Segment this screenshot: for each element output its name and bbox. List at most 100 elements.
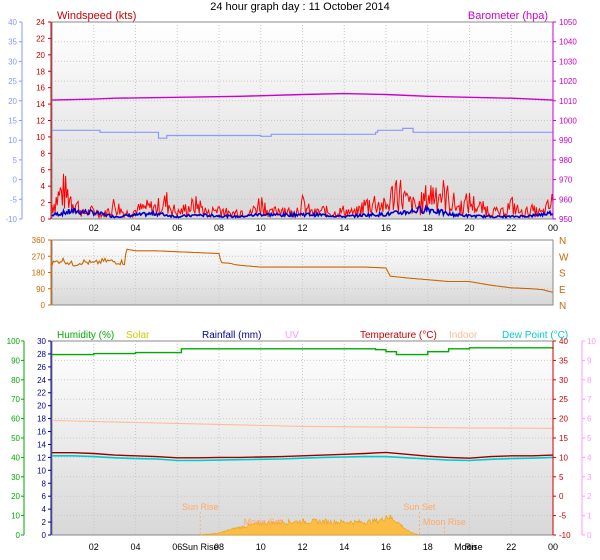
temperature-panel-x-tick-label: 02 xyxy=(89,542,99,552)
temperature-tick-label: 10 xyxy=(559,453,568,462)
rainfall-tick-label: 2 xyxy=(42,518,47,527)
rainfall-tick-label: 4 xyxy=(42,505,47,514)
dewpoint-series-line xyxy=(52,455,554,462)
sun-moon-label: Sun Rise xyxy=(182,502,219,512)
windspeed-label: Windspeed (kts) xyxy=(57,10,136,22)
wind-panel-x-tick-label: 08 xyxy=(214,223,224,233)
humidity-tick-label: 50 xyxy=(11,434,20,443)
rainfall-tick-label: 20 xyxy=(37,402,46,411)
direction-tick-label: 270 xyxy=(32,252,46,261)
barometer-tick-label: 1050 xyxy=(559,18,577,27)
temperature-panel-x-tick-label: 06 xyxy=(172,542,182,552)
temperature-tick-label: 0 xyxy=(559,492,564,501)
rainfall-tick-label: 28 xyxy=(37,350,46,359)
wind-outer-tick-label: 25 xyxy=(8,77,17,86)
barometer-tick-label: 1040 xyxy=(559,38,577,47)
wind-panel-x-tick-label: 04 xyxy=(130,223,140,233)
humidity-series-line xyxy=(52,347,554,356)
wind-blue-series-line xyxy=(52,127,553,139)
barometer-tick-label: 1020 xyxy=(559,77,577,86)
temperature-series-line xyxy=(52,451,554,459)
wind-kts-tick-label: 18 xyxy=(36,67,45,76)
wind-panel-x-tick-label: 00 xyxy=(548,223,558,233)
temperature-panel-x-tick-label: 00 xyxy=(548,542,558,552)
windspeed-gust-series-line xyxy=(51,173,554,220)
humidity-tick-label: 80 xyxy=(11,376,20,385)
rainfall-tick-label: 18 xyxy=(37,415,46,424)
barometer-tick-label: 970 xyxy=(559,176,573,185)
wind-panel-x-tick-label: 14 xyxy=(339,223,349,233)
compass-label: W xyxy=(559,252,569,263)
wind-panel-x-tick-label: 10 xyxy=(256,223,266,233)
uv-tick-label: 2 xyxy=(587,492,592,501)
compass-label: N xyxy=(559,236,566,247)
temperature-panel-x-tick-label: 16 xyxy=(381,542,391,552)
rainfall-tick-label: 24 xyxy=(37,376,46,385)
wind-outer-tick-label: -10 xyxy=(5,215,17,224)
rainfall-tick-label: 6 xyxy=(42,492,47,501)
wind-kts-tick-label: 14 xyxy=(36,100,45,109)
temperature-tick-label: -10 xyxy=(559,531,571,540)
rainfall-tick-label: 16 xyxy=(37,428,46,437)
temperature-tick-label: -5 xyxy=(559,512,567,521)
humidity-tick-label: 60 xyxy=(11,415,20,424)
rainfall-tick-label: 8 xyxy=(42,479,47,488)
wind-kts-tick-label: 6 xyxy=(41,166,46,175)
compass-label: S xyxy=(559,269,566,280)
solar-label: Solar xyxy=(126,330,150,341)
rainfall-tick-label: 26 xyxy=(37,363,46,372)
barometer-tick-label: 990 xyxy=(559,136,573,145)
humidity-tick-label: 20 xyxy=(11,492,20,501)
uv-tick-label: 3 xyxy=(587,473,592,482)
compass-label: E xyxy=(559,285,566,296)
temperature-tick-label: 25 xyxy=(559,395,568,404)
temperature-tick-label: 40 xyxy=(559,337,568,346)
wind-kts-tick-label: 20 xyxy=(36,51,45,60)
barometer-label: Barometer (hpa) xyxy=(468,10,548,22)
direction-tick-label: 360 xyxy=(32,236,46,245)
temperature-tick-label: 30 xyxy=(559,376,568,385)
solar-series-area xyxy=(200,514,420,536)
uv-tick-label: 6 xyxy=(587,415,592,424)
uv-tick-label: 5 xyxy=(587,434,592,443)
barometer-tick-label: 980 xyxy=(559,156,573,165)
wind-kts-tick-label: 8 xyxy=(41,149,46,158)
direction-series-line xyxy=(51,248,554,293)
temperature-tick-label: 5 xyxy=(559,473,564,482)
compass-label: N xyxy=(559,301,566,312)
wind-outer-tick-label: 5 xyxy=(13,156,18,165)
wind-outer-tick-label: 15 xyxy=(8,117,17,126)
wind-panel-x-tick-label: 20 xyxy=(464,223,474,233)
graph-title: 24 hour graph day : 11 October 2014 xyxy=(210,1,390,13)
wind-outer-tick-label: 10 xyxy=(8,136,17,145)
rainfall-tick-label: 14 xyxy=(37,440,46,449)
uv-tick-label: 9 xyxy=(587,356,592,365)
humidity-tick-label: 100 xyxy=(7,337,21,346)
temperature-panel-x-tick-label: Sun Rise xyxy=(182,542,219,552)
direction-tick-label: 180 xyxy=(32,269,46,278)
dewpoint-label: Dew Point (°C) xyxy=(502,330,568,341)
humidity-tick-label: 30 xyxy=(11,473,20,482)
uv-tick-label: 8 xyxy=(587,376,592,385)
temperature-tick-label: 35 xyxy=(559,356,568,365)
rainfall-label: Rainfall (mm) xyxy=(202,330,261,341)
wind-kts-tick-label: 10 xyxy=(36,133,45,142)
wind-kts-tick-label: 12 xyxy=(36,117,45,126)
wind-panel-x-tick-label: 18 xyxy=(423,223,433,233)
barometer-tick-label: 1010 xyxy=(559,97,577,106)
temperature-panel-x-tick-label: 14 xyxy=(339,542,349,552)
temperature-tick-label: 20 xyxy=(559,415,568,424)
barometer-tick-label: 950 xyxy=(559,215,573,224)
wind-outer-tick-label: 30 xyxy=(8,57,17,66)
wind-outer-tick-label: 0 xyxy=(13,176,18,185)
humidity-tick-label: 90 xyxy=(11,356,20,365)
temperature-panel-x-tick-label: Moon xyxy=(454,542,477,552)
temperature-panel-x-tick-label: 04 xyxy=(130,542,140,552)
indoor-series-line xyxy=(51,419,554,429)
wind-outer-tick-label: 35 xyxy=(8,38,17,47)
sun-moon-label: Moon Set xyxy=(244,517,283,527)
wind-kts-tick-label: 0 xyxy=(41,215,46,224)
uv-tick-label: 10 xyxy=(587,337,596,346)
direction-tick-label: 0 xyxy=(41,301,46,310)
